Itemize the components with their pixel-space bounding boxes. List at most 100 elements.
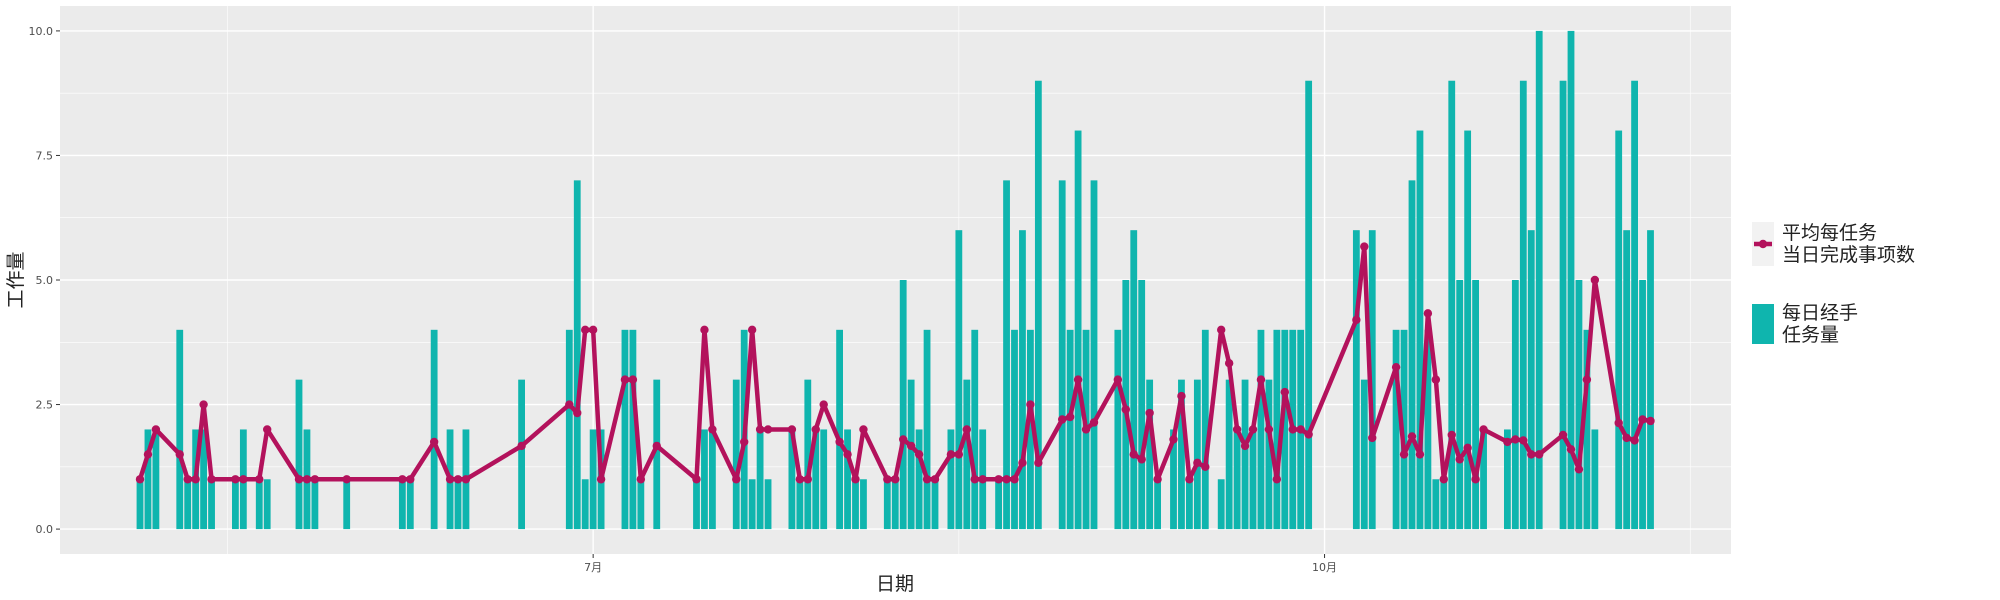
bar — [1623, 230, 1631, 530]
line-point — [1391, 362, 1401, 372]
line-segment — [861, 427, 890, 482]
y-axis-title: 工作量 — [5, 251, 27, 308]
line-point — [835, 437, 844, 447]
bar — [836, 329, 843, 530]
line-point — [1566, 445, 1576, 454]
bar — [1019, 230, 1026, 530]
line-point — [899, 435, 908, 444]
line-point — [652, 441, 661, 451]
line-point — [946, 450, 956, 459]
y-tick-label: 5.0 — [36, 274, 54, 287]
line-point — [596, 475, 606, 484]
line-point — [1256, 375, 1266, 384]
bar — [1583, 329, 1591, 530]
bar — [693, 479, 700, 530]
bar — [1615, 130, 1623, 530]
legend-key — [1758, 239, 1768, 249]
x-tick-label: 7月 — [584, 561, 602, 574]
legend-key — [1752, 304, 1774, 344]
bar — [1416, 130, 1424, 530]
bar — [860, 479, 867, 530]
bar — [1305, 80, 1313, 530]
bar — [788, 429, 796, 530]
bar — [208, 479, 215, 530]
bar — [1281, 329, 1289, 530]
bar — [1273, 329, 1281, 530]
line-point — [811, 425, 820, 434]
bar — [1058, 180, 1066, 530]
line-segment — [598, 377, 628, 482]
line-segment — [1091, 377, 1121, 425]
line-segment — [964, 427, 977, 482]
line-point — [1407, 432, 1417, 441]
bar — [1193, 379, 1201, 530]
line-segment — [590, 327, 604, 482]
bar — [963, 379, 971, 530]
line-segment — [1218, 327, 1232, 366]
bar — [454, 479, 462, 530]
bar — [1130, 230, 1138, 530]
bar — [1138, 280, 1146, 530]
bar — [430, 329, 438, 530]
bar — [1066, 329, 1074, 530]
line-segment — [1020, 402, 1033, 466]
line-segment — [1449, 432, 1462, 462]
line-segment — [408, 439, 437, 482]
line-point — [135, 475, 145, 484]
line-segment — [1250, 377, 1264, 432]
line-point — [1264, 425, 1274, 434]
line-point — [398, 475, 407, 484]
bar — [1535, 30, 1543, 530]
bar — [1170, 429, 1177, 530]
line-point — [294, 475, 304, 484]
line-point — [859, 425, 868, 434]
bar — [1360, 379, 1368, 530]
line-point — [1439, 475, 1449, 484]
line-segment — [1028, 402, 1041, 466]
line-point — [1129, 450, 1138, 459]
line-point — [199, 400, 208, 409]
line-segment — [257, 427, 270, 482]
line-segment — [1155, 437, 1176, 482]
bar — [184, 479, 192, 530]
line-point — [1034, 458, 1043, 468]
bar — [756, 429, 764, 530]
y-tick-label: 7.5 — [36, 149, 54, 162]
line-point — [1399, 450, 1409, 459]
line-point — [1288, 425, 1297, 434]
bar — [1201, 329, 1209, 530]
bar — [1504, 429, 1511, 530]
line-point — [787, 425, 797, 434]
line-segment — [1226, 360, 1240, 432]
bar — [1392, 329, 1400, 530]
line-point — [1240, 441, 1250, 451]
line-point — [740, 437, 749, 447]
bar — [764, 479, 772, 530]
line-segment — [654, 443, 699, 482]
bar — [629, 329, 637, 530]
bar — [1233, 429, 1241, 530]
line-point — [342, 475, 351, 484]
line-segment — [853, 427, 866, 482]
bar — [311, 479, 319, 530]
y-tick-label: 10.0 — [29, 25, 54, 38]
bar — [1090, 180, 1098, 530]
line-point — [1280, 387, 1290, 397]
line-point — [1479, 425, 1488, 434]
line-point — [1622, 433, 1631, 443]
bar — [995, 479, 1002, 530]
line-segment — [638, 443, 659, 482]
bar — [1114, 329, 1122, 530]
line-segment — [805, 427, 818, 482]
y-tick-label: 2.5 — [36, 399, 54, 412]
line-point — [628, 375, 638, 384]
line-segment — [193, 402, 206, 482]
bar — [1472, 280, 1479, 530]
line-point — [1527, 450, 1536, 459]
bar — [1567, 30, 1575, 530]
line-point — [175, 450, 184, 459]
line-point — [700, 325, 709, 335]
bar — [1225, 379, 1233, 530]
bar — [565, 329, 573, 530]
line-segment — [1576, 377, 1590, 472]
